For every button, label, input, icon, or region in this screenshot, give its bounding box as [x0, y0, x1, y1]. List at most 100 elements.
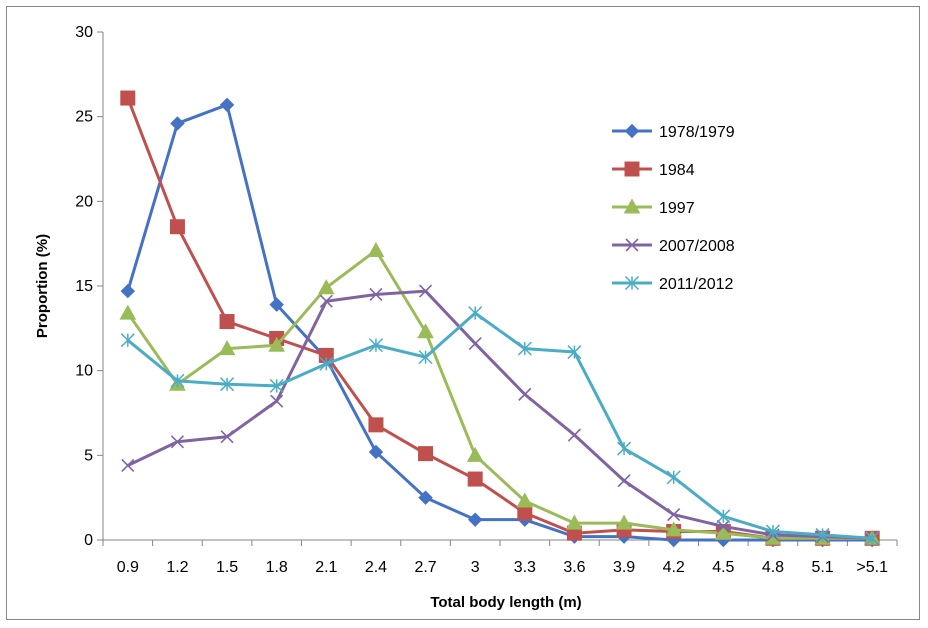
series-line: [126, 103, 873, 542]
data-point: [815, 527, 830, 542]
data-point: [317, 279, 335, 295]
y-tick-label: 10: [75, 363, 93, 380]
legend-item: 1997: [612, 198, 695, 217]
legend-marker: [623, 198, 641, 214]
y-tick-label: 30: [75, 24, 93, 41]
y-tick-label: 25: [75, 109, 93, 126]
data-point: [170, 116, 185, 131]
x-tick-label: 1.2: [166, 559, 188, 576]
series-line: [127, 289, 873, 540]
x-tick-label: 1.5: [216, 559, 238, 576]
data-point: [367, 241, 385, 257]
legend-marker: [624, 123, 640, 139]
data-point: [120, 333, 135, 348]
y-tick-label: 15: [75, 278, 93, 295]
data-point: [418, 350, 433, 365]
x-tick-label: 3: [471, 559, 480, 576]
legend-label: 2011/2012: [659, 276, 734, 293]
x-tick-label: 3.3: [514, 559, 536, 576]
legend-label: 1997: [659, 200, 695, 217]
data-point: [418, 446, 434, 462]
data-point: [467, 471, 483, 487]
data-point: [518, 387, 532, 401]
series-line: [126, 248, 873, 540]
data-point: [270, 394, 284, 408]
data-point: [219, 314, 235, 330]
data-point: [566, 514, 583, 530]
x-tick-label: 2.1: [315, 559, 337, 576]
legend-item: 1984: [612, 161, 695, 179]
data-point: [121, 458, 135, 473]
legend: 1978/1979 1984 1997 2007/2008 2011/2012: [612, 123, 735, 293]
data-point: [714, 524, 732, 540]
data-point: [716, 509, 731, 524]
data-point: [368, 338, 383, 353]
data-point: [219, 97, 235, 113]
data-point: [319, 294, 333, 308]
data-point: [368, 444, 384, 460]
data-point: [417, 323, 434, 339]
data-point: [468, 337, 482, 351]
data-point: [567, 428, 582, 442]
x-tick-label: 2.7: [414, 559, 436, 576]
axes: 0 5 10 15 20 25 30 0.9 1.2 1.5 1.8 2.1 2.4 2.7 3 3.3 3.6…: [75, 24, 898, 576]
data-point: [516, 492, 534, 508]
legend-marker: [624, 161, 640, 177]
x-tick-label: >5.1: [856, 559, 888, 576]
x-tick-label: 4.8: [762, 559, 784, 576]
data-point: [220, 430, 234, 444]
data-point: [120, 90, 136, 106]
legend-label: 2007/2008: [659, 238, 735, 255]
x-axis-title: Total body length (m): [430, 594, 581, 611]
data-point: [218, 340, 236, 356]
data-point: [268, 336, 286, 352]
data-point: [765, 524, 780, 539]
data-point: [617, 441, 632, 456]
x-tick-label: 2.4: [365, 559, 387, 576]
chart-frame: [6, 6, 920, 620]
data-point: [865, 531, 880, 546]
x-tick-label: 4.2: [663, 559, 685, 576]
data-point: [269, 297, 284, 312]
data-point: [169, 219, 185, 235]
y-tick-label: 0: [84, 532, 93, 549]
y-axis-title: Proportion (%): [34, 234, 51, 338]
x-tick-label: 5.1: [811, 559, 833, 576]
series-2011-2012: [120, 306, 880, 546]
data-point: [369, 287, 383, 302]
data-point: [120, 283, 136, 299]
series-line: [126, 97, 873, 540]
legend-label: 1984: [659, 162, 695, 179]
data-point: [567, 345, 582, 360]
series-1997: [119, 241, 881, 545]
data-point: [368, 417, 384, 433]
y-tick-label: 5: [84, 447, 93, 464]
legend-item: 2011/2012: [612, 275, 734, 293]
data-point: [418, 490, 433, 505]
legend-item: 2007/2008: [612, 238, 735, 255]
legend-label: 1978/1979: [659, 124, 735, 141]
x-tick-label: 3.9: [613, 559, 635, 576]
data-point: [468, 306, 483, 321]
data-point: [319, 356, 334, 371]
y-tick-label: 20: [75, 193, 93, 210]
data-point: [665, 521, 683, 537]
series-layer: [119, 90, 881, 548]
data-point: [119, 304, 137, 320]
x-tick-label: 0.9: [117, 559, 139, 576]
legend-marker: [625, 238, 639, 252]
data-point: [467, 512, 483, 527]
legend-item: 1978/1979: [612, 123, 735, 141]
series-line: [126, 311, 873, 540]
data-point: [269, 378, 284, 393]
data-point: [666, 470, 681, 485]
legend-marker: [624, 275, 640, 291]
data-point: [716, 519, 730, 534]
data-point: [170, 373, 185, 388]
data-point: [466, 446, 484, 462]
x-tick-label: 1.8: [266, 559, 288, 576]
x-tick-label: 4.5: [712, 559, 734, 576]
data-point: [667, 508, 681, 522]
data-point: [418, 284, 433, 298]
